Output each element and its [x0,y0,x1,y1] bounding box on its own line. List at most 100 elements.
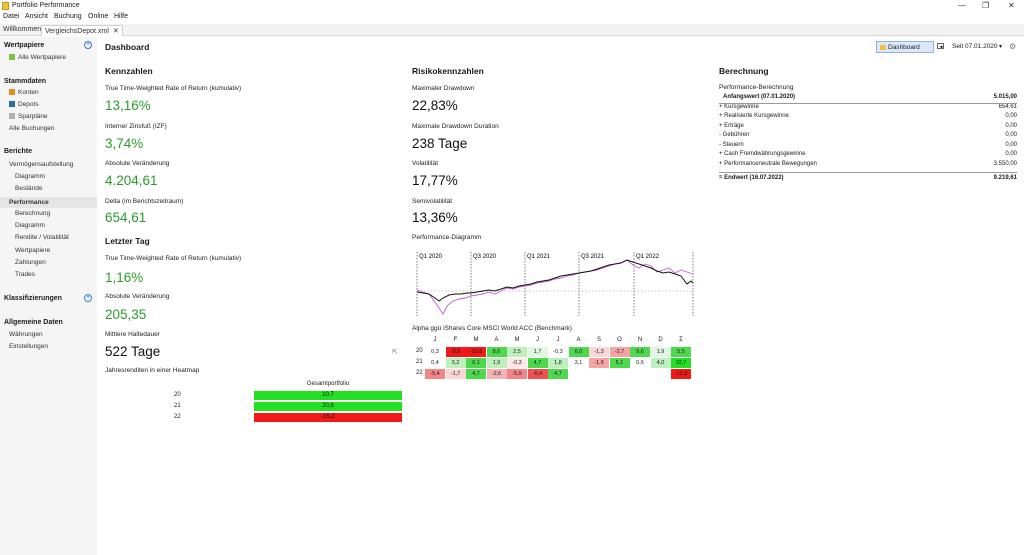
sidebar-item-alle-wertpapiere[interactable]: Alle Wertpapiere [9,54,66,61]
holding-period-value: 522 Tage [105,344,161,359]
calc-value: 654,61 [998,103,1017,110]
heatmap-cell: -15,2 [254,413,402,422]
monthly-cell: 4,0 [650,358,671,368]
heatmap-row: 20 10,7 [174,391,404,400]
calc-label: + Kursgewinne [719,103,759,110]
monthly-cell: -10,8 [466,347,486,357]
sidebar-item-zahlungen[interactable]: Zahlungen [15,259,46,266]
close-icon[interactable]: ✕ [1008,1,1015,10]
absolute-change-label: Absolute Veränderung [105,160,170,167]
sidebar-item-bestaende[interactable]: Bestände [15,185,43,192]
restore-icon[interactable]: ❐ [982,1,990,10]
calc-value: 0,00 [1005,141,1017,148]
sidebar-item-alle-buchungen[interactable]: Alle Buchungen [9,125,55,132]
tab-label: VergleichsDepot.xml [45,28,109,35]
calc-value: 0,00 [1005,113,1017,119]
monthly-cell: -1,3 [589,347,609,357]
sidebar-item-depots[interactable]: Depots [9,101,39,108]
heatmap-column-header: Gesamtportfolio [306,381,350,387]
menu-bar: Datei Ansicht Buchung Online Hilfe [0,12,1024,23]
month-header: F [453,337,458,343]
sidebar-item-performance[interactable]: Performance [0,197,97,208]
heatmap-year: 20 [174,392,181,398]
minimize-icon[interactable]: — [958,1,966,10]
calc-label: - Gebühren [719,132,750,138]
monthly-row: 22 -5,4 -1,7 4,7 -2,6 -5,9 -6,4 4,7 -10,3 [416,369,706,379]
drawdown-duration-value: 238 Tage [412,136,468,151]
quarter-label: Q3 2021 [581,254,605,260]
add-klassifizierung-icon[interactable]: + [84,294,92,302]
calc-row: + Kursgewinne 654,61 [719,104,1017,112]
heatmap-row: 21 20,6 [174,402,404,411]
heatmap-label: Jahresrenditen in einer Heatmap [105,367,200,374]
sidebar-item-berechnung[interactable]: Berechnung [15,210,51,217]
tab-vergleichsdepot[interactable]: VergleichsDepot.xml ✕ [41,25,123,36]
tab-close-icon[interactable]: ✕ [112,28,119,35]
period-selector[interactable]: Seit 07.01.2020 [952,43,998,50]
menu-ansicht[interactable]: Ansicht [25,13,48,20]
sidebar-item-konten[interactable]: Konten [9,89,39,96]
external-link-icon[interactable]: ⇱ [392,349,398,356]
savings-plan-icon [9,113,15,119]
heatmap-row: 22 -15,2 [174,413,404,422]
sidebar-item-trades[interactable]: Trades [15,271,35,278]
monthly-cell: 1,8 [548,358,568,368]
calc-value: 9.219,61 [993,175,1017,181]
sidebar-item-label: Alle Wertpapiere [18,54,66,61]
calc-label: + Realisierte Kursgewinne [719,113,789,119]
max-drawdown-value: 22,83% [412,98,458,113]
sidebar-item-sparplaene[interactable]: Sparpläne [9,113,48,120]
kennzahlen-title: Kennzahlen [105,66,153,76]
add-wertpapier-icon[interactable]: + [84,41,92,49]
monthly-cell: 9,6 [630,347,650,357]
monthly-cell: 4,7 [548,369,568,379]
absolute-change-value: 4.204,61 [105,173,158,188]
delta-value: 654,61 [105,210,147,225]
sidebar-item-einstellungen[interactable]: Einstellungen [9,343,49,350]
month-header: J [433,337,437,343]
menu-hilfe[interactable]: Hilfe [114,13,129,20]
sidebar-item-wertpapiere[interactable]: Wertpapiere [15,247,51,254]
sidebar-heading-klassifizierungen: Klassifizierungen [4,295,62,302]
sidebar-item-rendite-volatilitaet[interactable]: Rendite / Volatilität [15,234,69,241]
semivolatility-value: 13,36% [412,210,458,225]
monthly-cell: 1,7 [527,347,548,357]
month-header: S [596,337,601,343]
monthly-cell [610,369,630,379]
monthly-cell: 5,5 [671,347,691,357]
monthly-cell: -2,7 [609,347,630,357]
calendar-icon[interactable] [937,43,944,49]
window-title: Portfolio Performance [12,2,80,9]
chevron-down-icon[interactable]: ▾ [999,44,1003,50]
tab-willkommen[interactable]: Willkommen [3,26,42,33]
calc-value: 5.015,00 [993,94,1017,100]
calc-value: 3.550,00 [993,160,1017,167]
monthly-year: 20 [416,348,423,354]
menu-buchung[interactable]: Buchung [54,13,82,20]
monthly-year: 22 [416,370,423,376]
monthly-cell [630,369,650,379]
calc-label: + Performanceneutrale Bewegungen [719,160,817,167]
sidebar: Wertpapiere + Alle Wertpapiere Stammdate… [0,37,97,555]
sidebar-item-diagramm-performance[interactable]: Diagramm [15,222,45,229]
dashboard-select-button[interactable]: Dashboard ▾ [876,41,943,53]
ttwror-value: 13,16% [105,98,151,113]
month-header: N [637,337,643,343]
monthly-cell: 4,7 [466,369,486,379]
sidebar-item-waehrungen[interactable]: Währungen [9,331,43,338]
dashboard-icon [880,45,886,50]
menu-online[interactable]: Online [88,13,109,20]
last-day-ttwror-label: True Time-Weighted Rate of Return (kumul… [105,255,242,262]
calc-value: 0,00 [1005,122,1017,129]
gear-icon[interactable]: ⚙ [1009,42,1017,51]
sidebar-item-diagramm[interactable]: Diagramm [15,173,45,180]
calc-row: Anfangswert (07.01.2020) 5.015,00 [719,94,1017,102]
sidebar-heading-berichte: Berichte [4,148,33,155]
sidebar-item-vermoegensaufstellung[interactable]: Vermögensaufstellung [9,161,74,168]
portfolio-line [416,259,694,302]
menu-datei[interactable]: Datei [3,13,20,20]
berechnung-title: Berechnung [719,66,769,76]
heatmap-year: 21 [174,403,181,409]
quarter-label: Q1 2021 [527,254,551,260]
monthly-cell: -10,3 [671,369,691,379]
